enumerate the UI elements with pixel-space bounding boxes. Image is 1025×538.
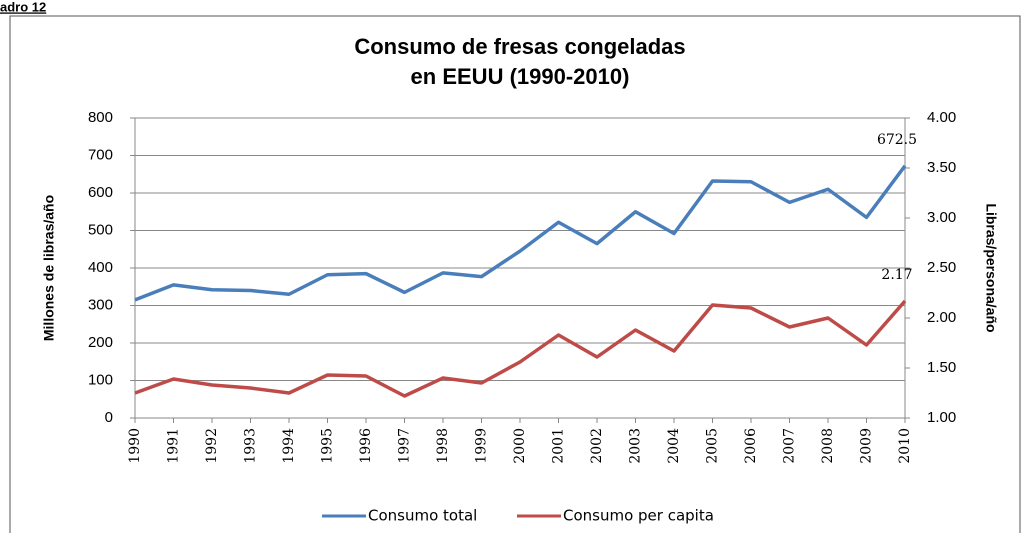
x-tick-label: 1997 xyxy=(397,428,413,464)
y-tick-label: 200 xyxy=(88,334,113,351)
legend-label: Consumo per capita xyxy=(563,507,714,525)
data-label: 2.17 xyxy=(881,267,912,283)
x-tick-label: 2009 xyxy=(859,428,875,464)
x-tick-label: 2006 xyxy=(743,428,759,464)
y-tick-label: 700 xyxy=(88,146,113,163)
x-tick-label: 2001 xyxy=(551,428,567,464)
series-line xyxy=(134,164,907,302)
x-tick-label: 2010 xyxy=(897,428,913,464)
x-tick-label: 1995 xyxy=(320,428,336,464)
x-tick-label: 1993 xyxy=(243,428,259,464)
data-label: 672.5 xyxy=(877,132,917,148)
y2-tick-label: 3.00 xyxy=(927,209,956,226)
y2-tick-label: 2.00 xyxy=(927,309,956,326)
legend-label: Consumo total xyxy=(368,507,477,525)
frame xyxy=(9,15,1021,537)
y2-tick-label: 2.50 xyxy=(927,259,956,276)
x-tick-label: 1998 xyxy=(435,428,451,464)
x-tick-label: 2004 xyxy=(666,428,682,464)
x-tick-label: 2000 xyxy=(512,428,528,464)
x-tick-label: 1999 xyxy=(474,428,490,464)
y-tick-label: 300 xyxy=(88,296,113,313)
caption: adro 12 xyxy=(0,0,46,14)
y-tick-label: 800 xyxy=(88,109,113,126)
x-tick-label: 1992 xyxy=(204,428,220,464)
x-tick-label: 1996 xyxy=(358,428,374,464)
y-tick-label: 600 xyxy=(88,184,113,201)
x-tick-label: 2007 xyxy=(782,428,798,464)
y2-tick-label: 4.00 xyxy=(927,109,956,126)
x-tick-label: 1990 xyxy=(127,428,143,464)
y2-tick-label: 1.00 xyxy=(927,409,956,426)
y-tick-label: 0 xyxy=(105,409,113,426)
x-tick-label: 1994 xyxy=(281,428,297,464)
x-tick-label: 2005 xyxy=(705,428,721,464)
y2-tick-label: 1.50 xyxy=(927,359,956,376)
chart-title: Consumo de fresas congeladas xyxy=(354,34,685,59)
y-tick-label: 400 xyxy=(88,259,113,276)
y-tick-label: 500 xyxy=(88,221,113,238)
chart-title: en EEUU (1990-2010) xyxy=(411,64,630,89)
y2-tick-label: 3.50 xyxy=(927,159,956,176)
x-tick-label: 2002 xyxy=(589,428,605,464)
y-axis-label: Millones de libras/año xyxy=(41,195,57,341)
x-tick-label: 2008 xyxy=(820,428,836,464)
x-tick-label: 2003 xyxy=(628,428,644,464)
series-line xyxy=(134,299,907,398)
x-tick-label: 1991 xyxy=(166,428,182,464)
y-tick-label: 100 xyxy=(88,371,113,388)
y2-axis-label: Libras/persona/año xyxy=(983,203,999,332)
